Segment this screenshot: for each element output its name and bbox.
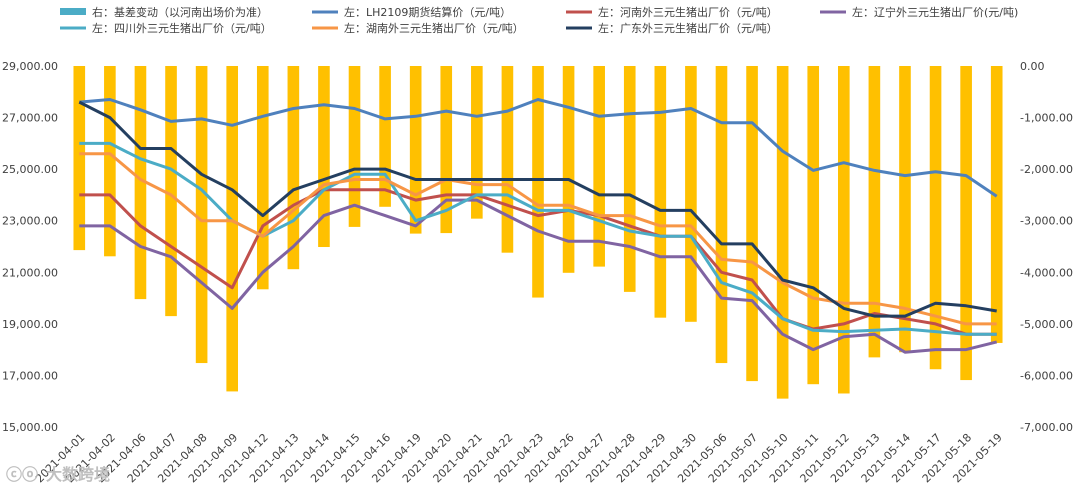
basis-bar (348, 66, 361, 227)
basis-bar (929, 66, 942, 370)
legend-label: 左：广东外三元生猪出厂价（元/吨） (598, 21, 778, 35)
basis-bar (960, 66, 972, 381)
basis-bar (134, 66, 147, 300)
series-line-3 (79, 198, 998, 354)
basis-bar (807, 66, 820, 385)
left-tick-label: 17,000.00 (2, 369, 58, 382)
legend-label: 右：基差变动（以河南出场价为准） (92, 5, 268, 19)
basis-bar (990, 66, 1003, 343)
legend-label: 左：LH2109期货结算价（元/吨） (344, 5, 511, 19)
legend-label: 左：河南外三元生猪出厂价（元/吨） (598, 5, 778, 19)
watermark: ⓒⓞ 大数跨境 (6, 465, 110, 484)
basis-bar (746, 66, 758, 382)
basis-bar (73, 66, 86, 251)
basis-bar (165, 66, 177, 317)
right-tick-label: -6,000.00 (1020, 369, 1073, 382)
legend-label: 左：四川外三元生猪出厂价（元/吨） (92, 21, 272, 35)
right-axis: -7,000.00 -6,000.00 -5,000.00 -4,000.00 -3,0… (1020, 60, 1073, 434)
x-axis: 2021-04-012021-04-022021-04-062021-04-07… (33, 431, 1005, 485)
right-tick-label: -7,000.00 (1020, 421, 1073, 434)
basis-bar (593, 66, 605, 267)
basis-bar (318, 66, 330, 248)
right-tick-label: -4,000.00 (1020, 266, 1073, 279)
basis-bar (379, 66, 391, 207)
basis-bar (226, 66, 239, 392)
series-line-2 (79, 188, 997, 336)
right-tick-label: -5,000.00 (1020, 318, 1073, 331)
left-tick-label: 15,000.00 (2, 421, 58, 434)
basis-bar (501, 66, 514, 253)
basis-bar (623, 66, 636, 292)
left-axis: 15,000.00 17,000.00 19,000.00 21,000.00 23,0… (2, 60, 58, 434)
basis-bar (868, 66, 881, 358)
basis-bar (685, 66, 697, 322)
right-tick-label: 0.00 (1020, 60, 1045, 73)
basis-bar (104, 66, 116, 257)
series-line-6 (78, 100, 997, 318)
left-tick-label: 27,000.00 (2, 112, 58, 125)
right-tick-label: -1,000.00 (1020, 112, 1073, 125)
series-line-1 (79, 98, 998, 198)
legend: 右：基差变动（以河南出场价为准） 左：LH2109期货结算价（元/吨） 左：河南外三… (60, 5, 1018, 35)
right-tick-label: -3,000.00 (1020, 215, 1073, 228)
watermark-icon: ⓒⓞ (6, 465, 38, 484)
basis-bar (654, 66, 667, 318)
basis-bar (440, 66, 453, 234)
basis-bar (471, 66, 483, 219)
line-series (78, 98, 998, 354)
basis-bar (532, 66, 544, 298)
watermark-text: 大数跨境 (46, 465, 110, 484)
basis-bar (287, 66, 300, 270)
series-line-5 (79, 152, 997, 326)
legend-label: 左：湖南外三元生猪出厂价（元/吨） (344, 21, 524, 35)
left-tick-label: 21,000.00 (2, 266, 58, 279)
legend-swatch (60, 8, 86, 15)
basis-bar (899, 66, 911, 353)
right-tick-label: -2,000.00 (1020, 163, 1073, 176)
basis-bar (409, 66, 422, 234)
bar-series (73, 66, 1003, 399)
basis-bar (715, 66, 728, 364)
basis-bar (837, 66, 850, 394)
left-tick-label: 29,000.00 (2, 60, 58, 73)
basis-bar (195, 66, 208, 364)
left-tick-label: 19,000.00 (2, 318, 58, 331)
basis-bar (256, 66, 269, 290)
left-tick-label: 25,000.00 (2, 163, 58, 176)
left-tick-label: 23,000.00 (2, 215, 58, 228)
basis-bar (776, 66, 789, 399)
legend-label: 左：辽宁外三元生猪出厂价(元/吨) (852, 5, 1018, 19)
basis-bar (562, 66, 575, 273)
